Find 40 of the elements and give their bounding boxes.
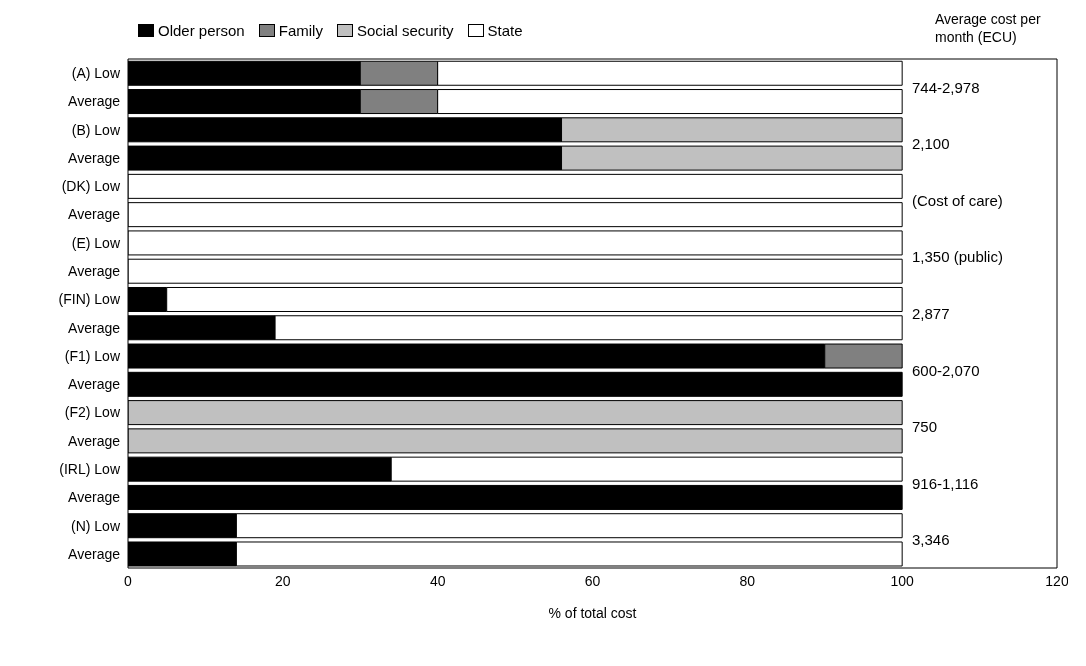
legend-label: Family: [277, 22, 323, 39]
y-tick-label: Average: [68, 263, 121, 280]
annotation: 750: [912, 417, 939, 438]
y-tick-label: (E) Low: [71, 234, 121, 251]
y-tick-label: (IRL) Low: [59, 461, 121, 477]
y-tick-label: (B) Low: [71, 121, 121, 138]
x-tick-label: 0: [124, 572, 133, 589]
y-tick-label: Average: [68, 206, 121, 223]
x-axis-title: % of total cost: [548, 605, 637, 621]
annotation: 3,346: [912, 530, 951, 551]
y-tick-label: Average: [68, 376, 121, 393]
x-tick-label: 120: [1045, 572, 1069, 589]
annotation: 916-1,116: [912, 473, 980, 494]
y-tick-label: (F1) Low: [64, 347, 121, 364]
annotation: 2,100: [912, 134, 951, 155]
y-tick-label: (DK) Low: [61, 178, 121, 195]
annotation: 744-2,978: [912, 77, 981, 98]
y-tick-label: Average: [68, 149, 121, 166]
x-tick-label: 60: [584, 572, 601, 589]
y-tick-label: Average: [68, 489, 121, 506]
legend-label: State: [486, 22, 523, 39]
legend-label: Older person: [157, 22, 245, 39]
y-tick-label: Average: [68, 319, 121, 336]
text: Average cost per month (ECU): [935, 10, 1042, 46]
y-tick-label: (A) Low: [71, 65, 121, 82]
y-tick-label: Average: [68, 432, 121, 449]
annotation: (Cost of care): [912, 190, 1004, 211]
annotation: 1,350 (public): [912, 247, 1004, 268]
x-tick-label: 40: [429, 572, 446, 589]
annotation: 2,877: [912, 304, 951, 325]
x-tick-label: 20: [275, 572, 291, 589]
y-tick-label: Average: [68, 93, 121, 110]
annotation: 600-2,070: [912, 360, 981, 381]
x-tick-label: 80: [739, 572, 756, 589]
legend-label: Social security: [355, 22, 454, 39]
y-tick-label: (N) Low: [70, 517, 121, 534]
y-tick-label: (FIN) Low: [58, 291, 121, 308]
y-tick-label: Average: [68, 545, 121, 562]
y-tick-label: (F2) Low: [64, 404, 121, 421]
x-tick-label: 100: [890, 572, 915, 589]
